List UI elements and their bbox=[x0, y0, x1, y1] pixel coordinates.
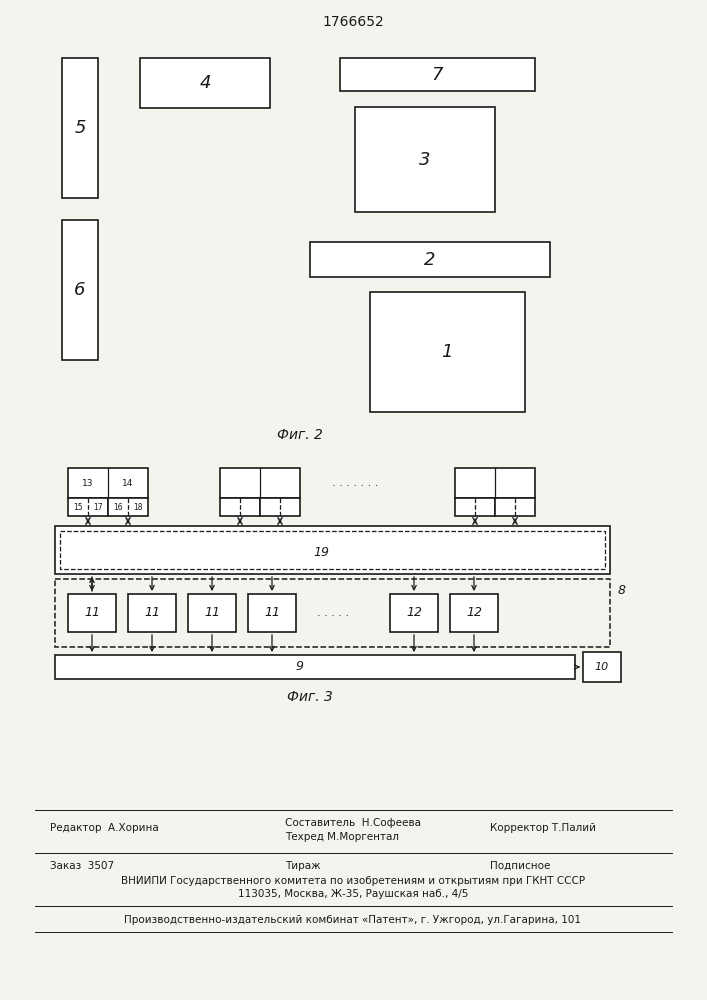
Text: 113035, Москва, Ж-35, Раушская наб., 4/5: 113035, Москва, Ж-35, Раушская наб., 4/5 bbox=[238, 889, 468, 899]
Text: 2: 2 bbox=[424, 251, 436, 269]
Text: 17: 17 bbox=[93, 502, 103, 512]
Text: Редактор  А.Хорина: Редактор А.Хорина bbox=[50, 823, 159, 833]
Bar bbox=[55, 526, 610, 574]
Text: 16: 16 bbox=[113, 502, 123, 512]
Bar bbox=[370, 292, 525, 412]
Text: ВНИИПИ Государственного комитета по изобретениям и открытиям при ГКНТ СССР: ВНИИПИ Государственного комитета по изоб… bbox=[121, 876, 585, 886]
Text: Фиг. 2: Фиг. 2 bbox=[277, 428, 323, 442]
Bar bbox=[55, 579, 610, 647]
Bar bbox=[220, 468, 300, 498]
Bar bbox=[310, 242, 550, 277]
Text: Составитель  Н.Софеева: Составитель Н.Софеева bbox=[285, 818, 421, 828]
Bar bbox=[62, 58, 98, 198]
Text: Фиг. 3: Фиг. 3 bbox=[287, 690, 333, 704]
Bar bbox=[495, 498, 535, 516]
Text: 13: 13 bbox=[82, 479, 94, 488]
Text: Тираж: Тираж bbox=[285, 861, 321, 871]
Bar bbox=[108, 498, 148, 516]
Bar bbox=[220, 498, 260, 516]
Text: 10: 10 bbox=[595, 662, 609, 672]
Text: 9: 9 bbox=[296, 660, 303, 674]
Text: . . . . .: . . . . . bbox=[317, 608, 349, 618]
Text: 11: 11 bbox=[264, 606, 280, 619]
Text: 18: 18 bbox=[133, 502, 143, 512]
Text: . . . . . . .: . . . . . . . bbox=[332, 478, 378, 488]
Text: Производственно-издательский комбинат «Патент», г. Ужгород, ул.Гагарина, 101: Производственно-издательский комбинат «П… bbox=[124, 915, 581, 925]
Bar bbox=[355, 107, 495, 212]
Text: 14: 14 bbox=[122, 479, 134, 488]
Text: 11: 11 bbox=[144, 606, 160, 619]
Text: 4: 4 bbox=[199, 74, 211, 92]
Text: 11: 11 bbox=[204, 606, 220, 619]
Text: 7: 7 bbox=[431, 66, 443, 84]
Bar bbox=[583, 652, 621, 682]
Bar bbox=[128, 594, 176, 632]
Bar bbox=[455, 498, 495, 516]
Text: 12: 12 bbox=[466, 606, 482, 619]
Bar bbox=[60, 531, 605, 569]
Bar bbox=[260, 498, 300, 516]
Bar bbox=[68, 468, 148, 498]
Bar bbox=[450, 594, 498, 632]
Text: 11: 11 bbox=[84, 606, 100, 619]
Text: Техред М.Моргентал: Техред М.Моргентал bbox=[285, 832, 399, 842]
Bar bbox=[390, 594, 438, 632]
Bar bbox=[68, 498, 108, 516]
Bar bbox=[188, 594, 236, 632]
Text: Заказ  3507: Заказ 3507 bbox=[50, 861, 114, 871]
Text: 6: 6 bbox=[74, 281, 86, 299]
Text: 19: 19 bbox=[313, 546, 329, 559]
Text: 1766652: 1766652 bbox=[322, 15, 384, 29]
Bar bbox=[55, 655, 575, 679]
Text: 1: 1 bbox=[441, 343, 452, 361]
Bar bbox=[455, 468, 535, 498]
Text: Подписное: Подписное bbox=[490, 861, 550, 871]
Bar bbox=[340, 58, 535, 91]
Bar bbox=[68, 594, 116, 632]
Text: Корректор Т.Палий: Корректор Т.Палий bbox=[490, 823, 596, 833]
Bar bbox=[248, 594, 296, 632]
Bar bbox=[62, 220, 98, 360]
Text: 3: 3 bbox=[419, 151, 431, 169]
Text: 8: 8 bbox=[618, 584, 626, 597]
Text: 15: 15 bbox=[74, 502, 83, 512]
Text: 5: 5 bbox=[74, 119, 86, 137]
Bar bbox=[140, 58, 270, 108]
Text: 12: 12 bbox=[406, 606, 422, 619]
